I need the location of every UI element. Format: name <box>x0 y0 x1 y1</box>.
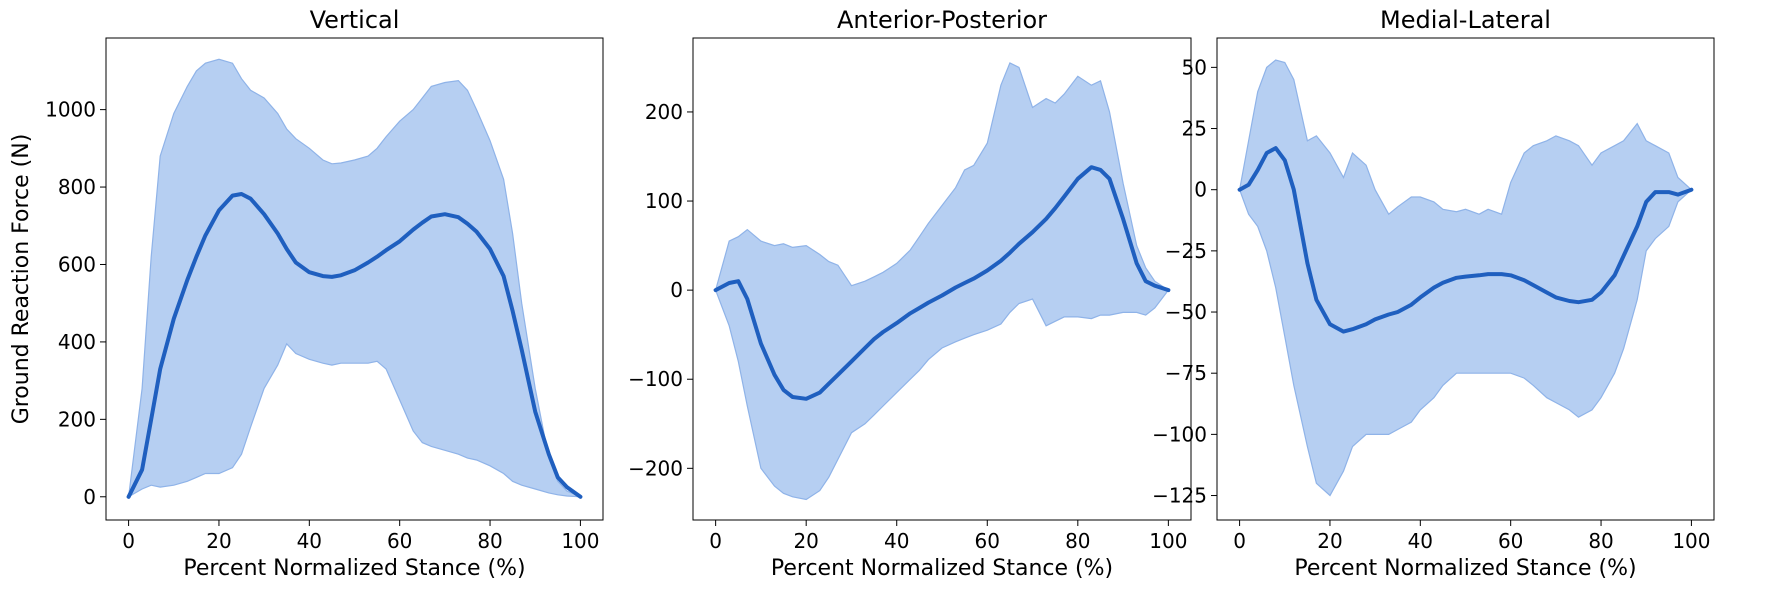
y-tick-label: 0 <box>670 278 683 302</box>
x-tick-label: 0 <box>1233 529 1246 553</box>
anterior-posterior-std-band <box>714 62 1170 501</box>
vertical-std-band <box>127 58 581 498</box>
x-tick-label: 80 <box>1065 529 1090 553</box>
y-tick-label: 100 <box>645 189 683 213</box>
y-tick-label: −100 <box>628 367 683 391</box>
x-tick-label: 40 <box>1408 529 1433 553</box>
x-tick-label: 40 <box>297 529 322 553</box>
medial-lateral-mean-line <box>1237 146 1694 334</box>
y-tick-label: −75 <box>1165 361 1207 385</box>
x-tick-label: 100 <box>561 529 599 553</box>
x-tick-label: 80 <box>1588 529 1613 553</box>
y-tick-label: 200 <box>58 407 96 431</box>
vertical-title: Vertical <box>310 6 400 34</box>
medial-lateral-x-axis-label: Percent Normalized Stance (%) <box>1294 556 1636 581</box>
y-tick-label: 600 <box>58 252 96 276</box>
x-tick-label: 20 <box>1317 529 1342 553</box>
x-tick-label: 20 <box>206 529 231 553</box>
y-tick-label: −100 <box>1152 422 1207 446</box>
y-tick-label: 0 <box>83 485 96 509</box>
anterior-posterior-x-axis-label: Percent Normalized Stance (%) <box>771 556 1113 581</box>
vertical-axes-frame <box>105 37 604 521</box>
y-tick-label: 400 <box>58 330 96 354</box>
medial-lateral-title: Medial-Lateral <box>1380 6 1551 34</box>
vertical-y-axis-label: Ground Reaction Force (N) <box>9 134 34 425</box>
panel-vertical: 0 20 40 60 80 10002004006008001000VerticalPer… <box>9 6 604 581</box>
x-tick-label: 80 <box>477 529 502 553</box>
x-tick-label: 60 <box>1498 529 1523 553</box>
vertical-x-axis-label: Percent Normalized Stance (%) <box>183 556 525 581</box>
y-tick-label: 0 <box>1194 178 1207 202</box>
x-tick-label: 100 <box>1149 529 1187 553</box>
y-tick-label: −25 <box>1165 239 1207 263</box>
y-tick-label: 1000 <box>45 98 96 122</box>
panel-anterior-posterior: 0 20 40 60 80 100 −200 −100 0 100 200 Anterior-Post… <box>628 6 1192 581</box>
y-tick-label: 800 <box>58 175 96 199</box>
y-tick-label: −50 <box>1165 300 1207 324</box>
vertical-mean-line <box>126 192 583 499</box>
x-tick-label: 20 <box>793 529 818 553</box>
medial-lateral-axes-frame <box>1216 37 1715 521</box>
x-tick-label: 0 <box>122 529 135 553</box>
y-tick-label: 50 <box>1182 55 1207 79</box>
panel-medial-lateral: 0 20 40 60 80 100 −125 −100 −75 −50 −25 0 25 50 Medial… <box>1152 6 1715 581</box>
x-tick-label: 100 <box>1672 529 1710 553</box>
x-tick-label: 0 <box>709 529 722 553</box>
y-tick-label: 200 <box>645 100 683 124</box>
anterior-posterior-title: Anterior-Posterior <box>837 6 1047 34</box>
anterior-posterior-axes-frame <box>692 37 1192 521</box>
x-tick-label: 60 <box>975 529 1000 553</box>
y-tick-label: −200 <box>628 456 683 480</box>
anterior-posterior-mean-line <box>713 165 1171 401</box>
x-tick-label: 40 <box>884 529 909 553</box>
y-tick-label: −125 <box>1152 484 1207 508</box>
x-tick-label: 60 <box>387 529 412 553</box>
y-tick-label: 25 <box>1182 117 1207 141</box>
